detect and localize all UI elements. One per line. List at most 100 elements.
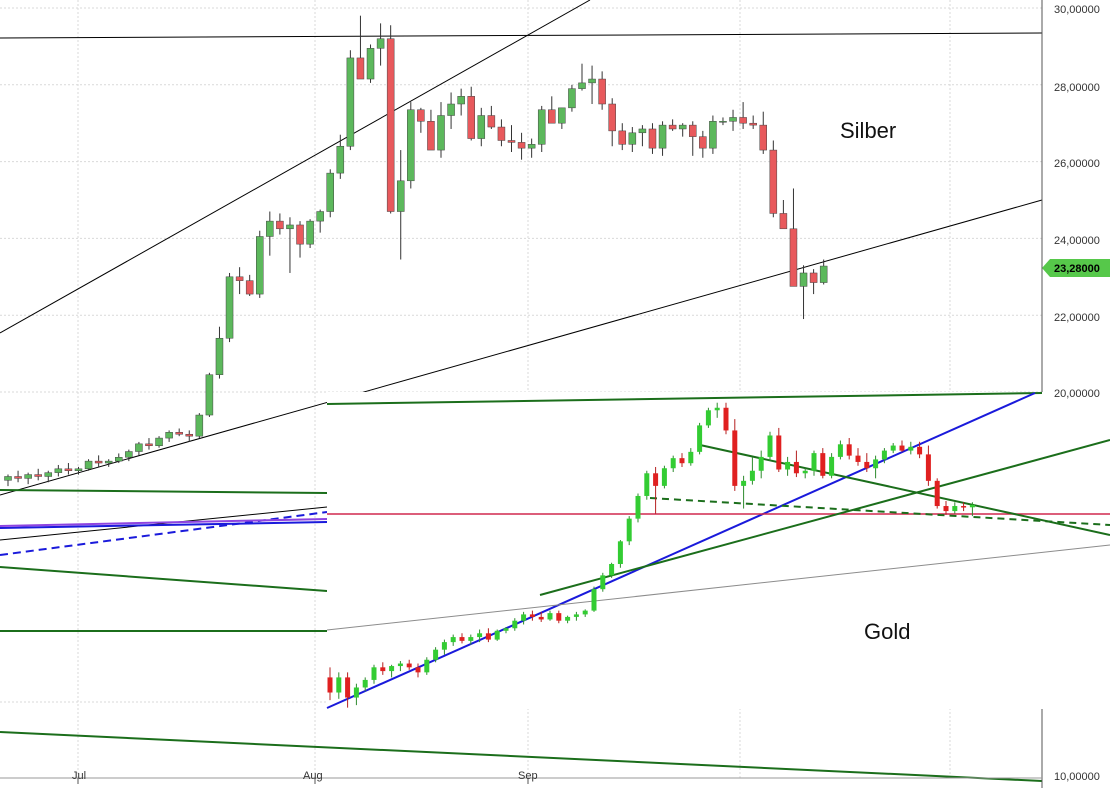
- silver-candle: [608, 98, 616, 147]
- candle-body: [556, 613, 562, 621]
- silver-candle: [588, 65, 596, 104]
- candle-body: [296, 224, 304, 245]
- y-tick-label: 30,00000: [1054, 4, 1100, 16]
- silver-candle: [64, 463, 73, 475]
- candle-body: [125, 451, 133, 458]
- silver-candle: [739, 102, 747, 129]
- candle-body: [477, 115, 486, 139]
- y-tick-label: 24,00000: [1054, 235, 1100, 247]
- candle-body: [793, 461, 799, 474]
- candle-body: [617, 541, 623, 564]
- candle-body: [723, 407, 729, 431]
- gold-candle: [433, 647, 439, 663]
- x-tick-label: Sep: [518, 770, 538, 782]
- silver-candle: [809, 269, 818, 295]
- candle-body: [104, 460, 113, 464]
- gold-candle: [521, 611, 527, 625]
- gold-candle: [846, 438, 852, 460]
- silver-candle: [54, 464, 63, 477]
- silver-candle: [276, 213, 284, 235]
- gold-candle: [670, 455, 676, 473]
- silver-candle: [195, 413, 204, 439]
- gold-candle: [477, 629, 483, 643]
- silver-candle: [296, 221, 304, 258]
- candle-body: [266, 220, 274, 237]
- silver-candle: [245, 274, 254, 296]
- silver-candle: [628, 127, 637, 152]
- gold-candle: [802, 468, 808, 479]
- candle-body: [94, 460, 103, 464]
- gold-candle: [899, 440, 905, 452]
- candle-body: [661, 468, 667, 486]
- candle-body: [326, 172, 334, 212]
- candle-body: [729, 117, 737, 122]
- silver-candle: [638, 125, 647, 147]
- gold-candle: [723, 402, 729, 435]
- trend-line: [0, 199, 1043, 496]
- candle-body: [732, 430, 738, 486]
- candle-body: [598, 78, 606, 105]
- gold-candle: [881, 448, 887, 464]
- gold-candle: [565, 615, 571, 624]
- candle-body: [44, 472, 53, 477]
- silver-candle: [749, 115, 757, 129]
- gold-trendlines: [326, 392, 1110, 709]
- candle-body: [776, 435, 782, 470]
- gold-candle: [353, 683, 359, 706]
- candle-body: [336, 145, 345, 174]
- gold-panel-background: [327, 392, 1110, 709]
- candle-body: [415, 667, 421, 673]
- silver-candle: [759, 111, 767, 154]
- candle-body: [84, 460, 93, 470]
- silver-candle: [306, 219, 314, 248]
- candle-body: [578, 82, 586, 89]
- silver-candle: [548, 96, 556, 124]
- silver-candle: [205, 372, 214, 417]
- silver-candle: [316, 209, 324, 233]
- trend-line: [326, 392, 1036, 709]
- gold-candle: [679, 453, 685, 467]
- candle-body: [689, 124, 697, 137]
- candle-body: [678, 124, 687, 130]
- candle-body: [225, 276, 234, 339]
- candle-body: [215, 337, 224, 375]
- trend-line: [0, 32, 1043, 39]
- candle-body: [628, 132, 637, 145]
- gold-candle: [811, 450, 817, 476]
- candle-body: [389, 666, 395, 672]
- candle-body: [600, 575, 606, 590]
- gold-candle: [785, 456, 791, 476]
- gold-candle: [961, 502, 967, 512]
- candle-body: [573, 614, 579, 617]
- gold-candle: [371, 664, 377, 684]
- candle-body: [529, 614, 535, 617]
- silver-candle: [497, 119, 506, 147]
- silver-candle: [709, 115, 717, 154]
- candle-body: [14, 476, 22, 479]
- candle-body: [739, 117, 747, 124]
- gold-candle: [459, 633, 465, 644]
- candle-body: [917, 446, 923, 455]
- y-tick-label: 26,00000: [1054, 158, 1100, 170]
- gold-candle: [345, 672, 351, 708]
- candle-body: [670, 458, 676, 469]
- candle-body: [679, 458, 685, 464]
- gold-candle: [494, 629, 500, 641]
- silver-candle: [326, 169, 334, 218]
- silver-candle: [648, 123, 657, 154]
- gold-candle: [644, 470, 650, 500]
- candle-body: [145, 443, 153, 447]
- candle-body: [256, 236, 264, 295]
- candle-body: [709, 121, 717, 149]
- candle-body: [512, 620, 518, 629]
- silver-candle: [517, 132, 526, 160]
- silver-candle: [84, 459, 93, 471]
- gold-candle: [617, 540, 623, 568]
- candle-body: [165, 432, 173, 439]
- candle-body: [507, 140, 516, 143]
- candle-body: [380, 667, 386, 672]
- silver-candle: [94, 455, 103, 467]
- silver-candle: [225, 272, 234, 343]
- silver-candle: [618, 123, 627, 151]
- candle-body: [548, 109, 556, 124]
